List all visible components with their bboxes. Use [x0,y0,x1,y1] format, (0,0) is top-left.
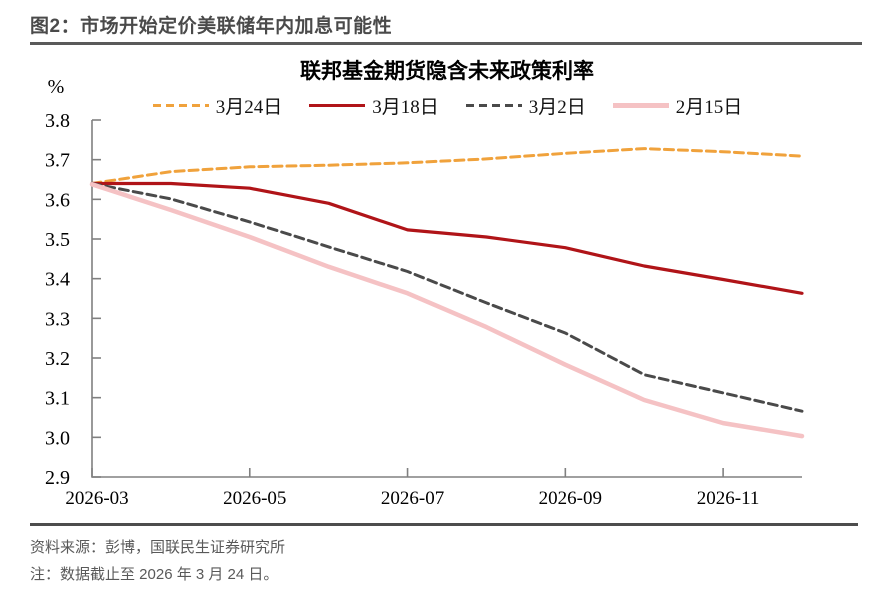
legend-label: 3月24日 [215,97,283,118]
footer-rule [30,523,858,526]
y-tick-label: 3.6 [45,189,70,211]
series-line-3月24日 [90,147,804,185]
legend-line-solid-pink-icon [612,103,669,108]
legend-line-dashed-orange-icon [152,104,209,107]
note-text: 注：数据截止至 2026 年 3 月 24 日。 [30,566,279,583]
x-tick-label: 2026-11 [697,488,760,509]
legend-label: 2月15日 [675,97,743,118]
x-tick-label: 2026-09 [539,488,602,509]
y-tick-label: 3.7 [45,150,70,172]
legend-line-solid-darkred-icon [309,104,366,107]
y-tick-label: 2.9 [45,467,70,489]
axis-frame [91,120,802,478]
legend-item-mar18: 3月18日 [309,92,439,119]
chart-legend: 3月24日 3月18日 3月2日 2月15日 [75,92,820,119]
figure-title: 图2：市场开始定价美联储年内加息可能性 [30,16,393,37]
y-axis-unit-label: % [48,76,65,98]
legend-line-dashed-gray-icon [465,104,522,107]
legend-item-mar02: 3月2日 [465,92,586,119]
y-tick-label: 3.2 [45,348,70,370]
y-tick-label: 3.8 [45,110,70,132]
y-tick-label: 3.1 [45,388,70,410]
y-tick-label: 3.4 [45,269,70,291]
x-tick-label: 2026-07 [381,488,444,509]
legend-item-feb15: 2月15日 [612,92,743,119]
legend-label: 3月18日 [372,97,439,118]
source-text: 资料来源：彭博，国联民生证券研究所 [30,539,286,556]
x-tick-label: 2026-05 [223,488,286,509]
series-line-3月18日 [90,181,804,295]
y-tick-label: 3.0 [45,427,70,449]
x-tick-label: 2026-03 [65,488,128,509]
y-tick-label: 3.5 [45,229,70,251]
series-line-2月15日 [89,182,805,439]
legend-label: 3月2日 [528,97,586,118]
legend-item-mar24: 3月24日 [152,92,283,119]
y-tick-label: 3.3 [45,308,70,330]
title-underline [30,42,862,45]
series-line-3月2日 [90,182,804,413]
chart-title: 联邦基金期货隐含未来政策利率 [300,59,594,83]
